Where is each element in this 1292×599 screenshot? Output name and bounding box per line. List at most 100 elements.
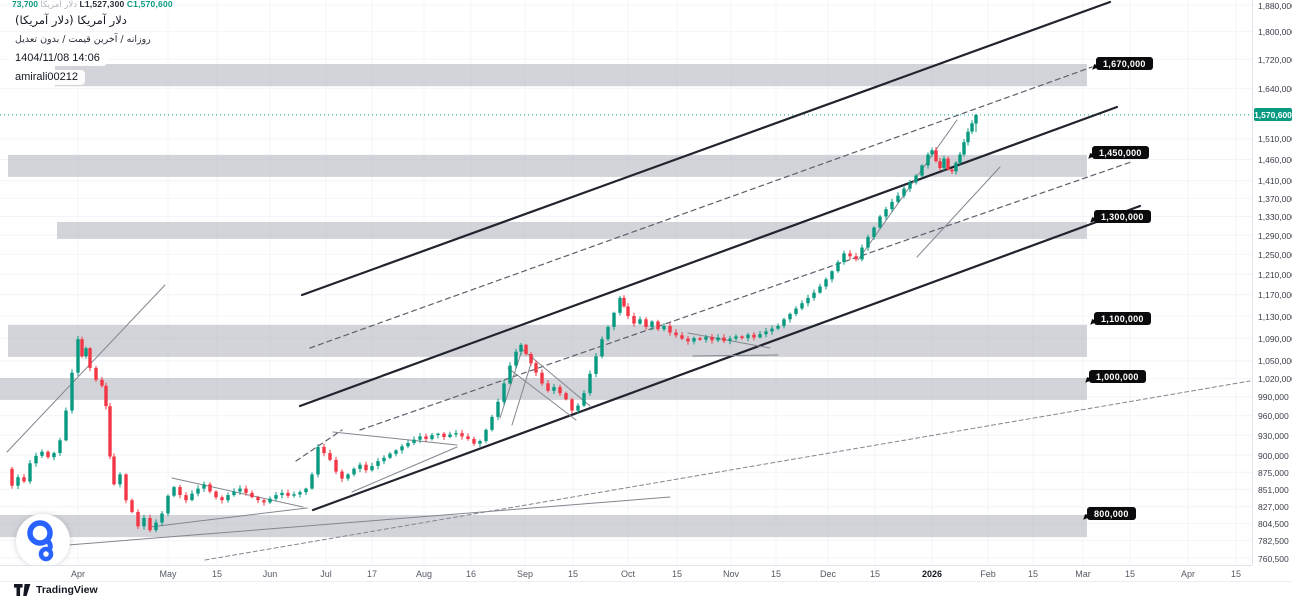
candle-up bbox=[52, 453, 56, 458]
supply-demand-zone[interactable] bbox=[0, 378, 1087, 400]
candle-down bbox=[256, 497, 260, 501]
supply-demand-zone[interactable] bbox=[8, 324, 1087, 357]
candle-up bbox=[908, 182, 912, 189]
candle-up bbox=[508, 365, 512, 384]
price-level-badge[interactable]: 800,000 bbox=[1087, 507, 1136, 520]
trend-line[interactable] bbox=[298, 105, 1119, 408]
candle-down bbox=[184, 495, 188, 501]
candle-up bbox=[746, 334, 750, 339]
candle-up bbox=[292, 494, 296, 496]
candle-up bbox=[154, 522, 158, 531]
time-axis-label: Nov bbox=[722, 569, 740, 579]
price-axis-label: 930,000 bbox=[1258, 430, 1289, 441]
pattern-line[interactable] bbox=[29, 496, 671, 549]
candle-up bbox=[400, 446, 404, 451]
candle-down bbox=[22, 477, 26, 482]
price-axis-label: 1,050,000 bbox=[1258, 356, 1292, 367]
pattern-line[interactable] bbox=[171, 477, 304, 508]
dashed-trend-line[interactable] bbox=[204, 380, 1251, 561]
candle-up bbox=[794, 308, 798, 314]
candle-up bbox=[490, 416, 494, 430]
supply-demand-zone[interactable] bbox=[0, 515, 1087, 538]
candle-up bbox=[902, 188, 906, 196]
price-axis-label: 1,090,000 bbox=[1258, 333, 1292, 344]
price-axis-label: 1,290,000 bbox=[1258, 230, 1292, 241]
price-level-badge[interactable]: 1,450,000 bbox=[1092, 146, 1149, 159]
candle-down bbox=[680, 335, 684, 339]
price-level-badge[interactable]: 1,100,000 bbox=[1094, 312, 1151, 325]
symbol-title[interactable]: دلار آمریکا (دلار آمریکا) bbox=[8, 12, 134, 29]
time-axis-label: May bbox=[159, 569, 177, 579]
time-axis-label: Feb bbox=[980, 569, 996, 579]
candle-up bbox=[942, 158, 946, 168]
price-level-badge[interactable]: 1,670,000 bbox=[1096, 57, 1153, 70]
candle-up bbox=[226, 495, 230, 501]
candle-down bbox=[698, 338, 702, 340]
pattern-line[interactable] bbox=[916, 166, 1001, 258]
pattern-line[interactable] bbox=[149, 507, 308, 528]
candle-down bbox=[250, 492, 254, 498]
candle-up bbox=[388, 453, 392, 458]
pattern-line[interactable] bbox=[6, 284, 166, 453]
pattern-line[interactable] bbox=[499, 349, 523, 419]
supply-demand-zone[interactable] bbox=[55, 64, 1087, 87]
candle-down bbox=[104, 385, 108, 407]
price-axis-label: 1,370,000 bbox=[1258, 193, 1292, 204]
candle-up bbox=[606, 327, 610, 340]
trend-line[interactable] bbox=[300, 0, 1112, 297]
candle-up bbox=[394, 450, 398, 454]
candle-down bbox=[466, 436, 470, 439]
symbol-subtitle[interactable]: روزانه / آخرین قیمت / بدون تعدیل bbox=[8, 33, 158, 47]
candle-up bbox=[166, 495, 170, 514]
bottom-toolbar-strip bbox=[0, 581, 1292, 599]
candle-up bbox=[764, 331, 768, 335]
candle-up bbox=[448, 434, 452, 437]
candlestick-series[interactable] bbox=[10, 113, 978, 533]
dashed-trend-line[interactable] bbox=[295, 429, 343, 462]
supply-demand-zone[interactable] bbox=[8, 154, 1087, 177]
pattern-line[interactable] bbox=[857, 119, 958, 261]
price-scale[interactable]: 1,880,000 1,800,000 1,720,000 1,640,000 1,51… bbox=[1252, 0, 1292, 565]
candle-up bbox=[872, 227, 876, 237]
candle-up bbox=[612, 312, 616, 327]
candle-up bbox=[920, 165, 924, 176]
candle-up bbox=[954, 162, 958, 172]
candle-up bbox=[502, 383, 506, 402]
candle-down bbox=[148, 518, 152, 531]
candle-down bbox=[740, 336, 744, 339]
pattern-line[interactable] bbox=[511, 356, 534, 426]
candle-up bbox=[860, 247, 864, 260]
candle-down bbox=[524, 344, 528, 354]
time-scale[interactable]: Apr May 15 Jun Jul 17 Aug 16 Sep 15 Oct 15 Nov 15 Dec 1… bbox=[0, 565, 1252, 582]
time-axis-label: 15 bbox=[770, 569, 782, 579]
chart-canvas[interactable] bbox=[0, 0, 1252, 565]
candle-down bbox=[10, 468, 14, 486]
datetime-stamp: 1404/11/08 14:06 bbox=[8, 51, 107, 66]
time-axis-label: Dec bbox=[819, 569, 837, 579]
dashed-trend-line[interactable] bbox=[359, 161, 1132, 431]
trend-line[interactable] bbox=[311, 204, 1142, 512]
price-level-badge[interactable]: 1,300,000 bbox=[1094, 210, 1151, 223]
candle-up bbox=[34, 455, 38, 464]
pattern-line[interactable] bbox=[351, 446, 458, 493]
candle-up bbox=[142, 518, 146, 527]
candle-down bbox=[442, 433, 446, 437]
candle-up bbox=[496, 401, 500, 417]
time-axis-label: 17 bbox=[366, 569, 378, 579]
tradingview-attribution[interactable]: TradingView bbox=[14, 584, 98, 596]
time-axis-label: Jun bbox=[262, 569, 278, 579]
supply-demand-zone[interactable] bbox=[57, 222, 1087, 239]
pattern-line[interactable] bbox=[332, 431, 458, 446]
pattern-line[interactable] bbox=[522, 349, 591, 407]
pattern-line[interactable] bbox=[692, 354, 779, 357]
dashed-trend-line[interactable] bbox=[309, 66, 1093, 349]
candle-up bbox=[806, 297, 810, 304]
candle-up bbox=[966, 131, 970, 143]
candle-down bbox=[946, 158, 950, 170]
candle-up bbox=[758, 334, 762, 338]
time-axis-label: 16 bbox=[465, 569, 477, 579]
candle-up bbox=[202, 484, 206, 489]
pattern-line[interactable] bbox=[507, 367, 577, 421]
time-axis-label: Apr bbox=[1180, 569, 1196, 579]
price-level-badge[interactable]: 1,000,000 bbox=[1089, 370, 1146, 383]
